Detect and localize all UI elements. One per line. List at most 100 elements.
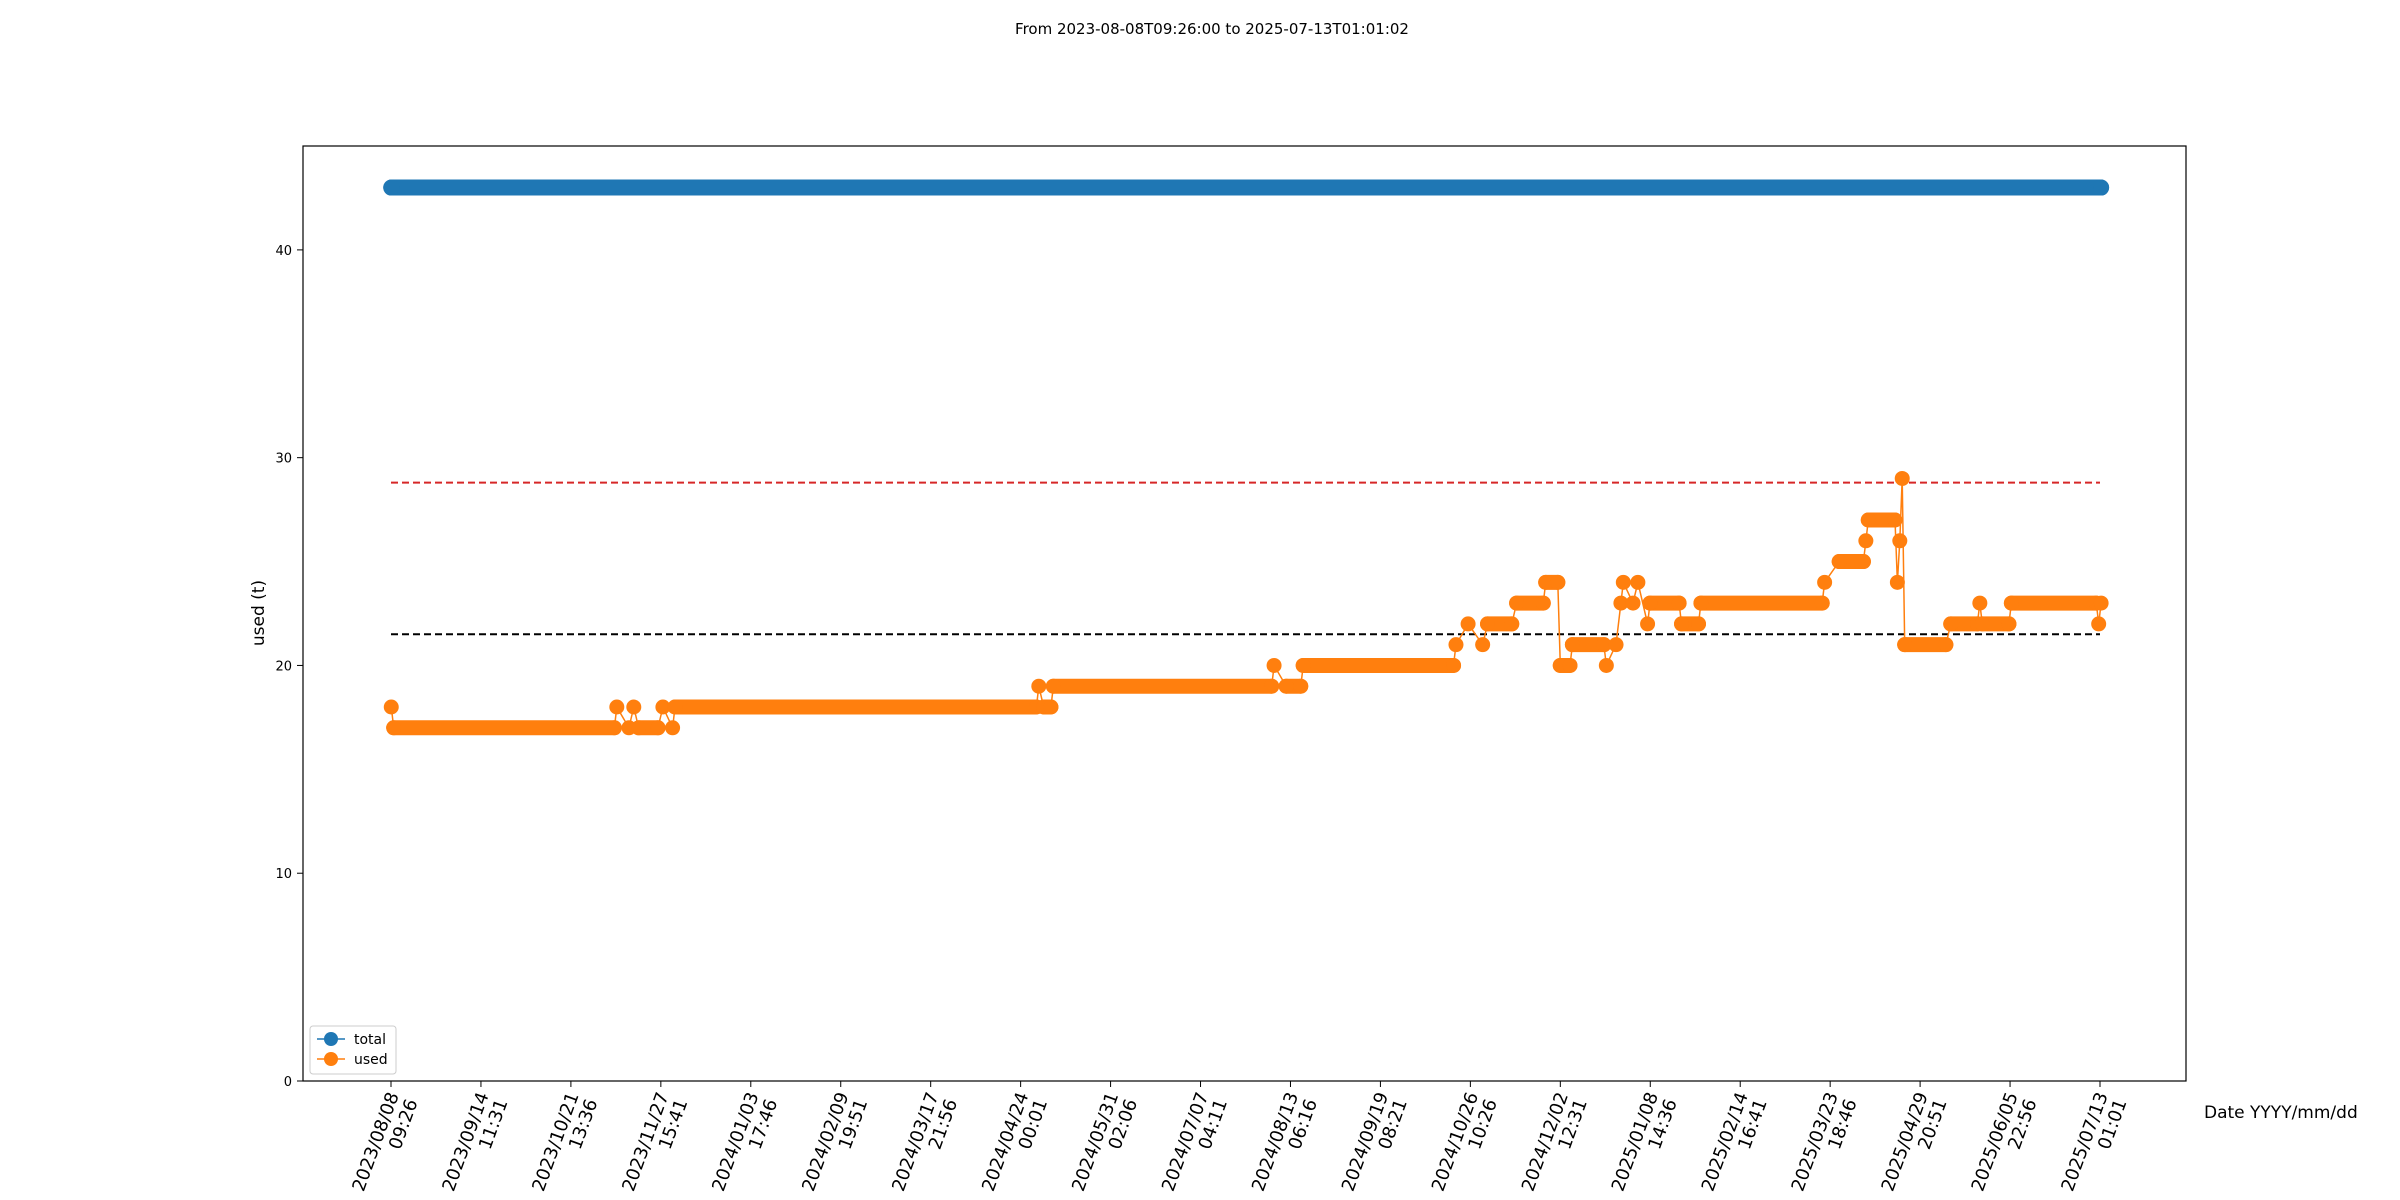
y-tick-label: 20 bbox=[275, 659, 292, 674]
data-point bbox=[1480, 616, 1496, 632]
data-point bbox=[1613, 595, 1629, 611]
x-tick-label: 2024/01/0317:46 bbox=[708, 1090, 782, 1200]
data-point bbox=[1972, 595, 1988, 611]
data-point bbox=[1264, 678, 1280, 694]
data-point bbox=[1598, 657, 1614, 673]
data-point bbox=[1538, 574, 1554, 590]
x-tick-label: 2024/07/0704:11 bbox=[1158, 1090, 1232, 1200]
data-point bbox=[1640, 616, 1656, 632]
x-tick-label: 2024/03/1721:56 bbox=[888, 1090, 962, 1200]
series-layer bbox=[383, 179, 2110, 736]
y-axis: 0 10 20 30 40 bbox=[275, 244, 303, 1090]
data-point bbox=[1887, 512, 1903, 528]
x-tick-label: 2023/08/0809:26 bbox=[348, 1090, 422, 1200]
data-point bbox=[609, 699, 625, 715]
data-point bbox=[1860, 512, 1876, 528]
data-point bbox=[1938, 637, 1954, 653]
data-point bbox=[1295, 657, 1311, 673]
x-tick-label: 2025/07/1301:01 bbox=[2057, 1090, 2131, 1200]
data-point bbox=[667, 699, 683, 715]
legend-marker bbox=[324, 1032, 338, 1046]
x-tick-label: 2024/08/1306:16 bbox=[1248, 1090, 1322, 1200]
y-tick-label: 0 bbox=[284, 1075, 292, 1090]
data-point bbox=[1814, 595, 1830, 611]
data-point bbox=[650, 720, 666, 736]
data-point bbox=[606, 720, 622, 736]
legend-marker bbox=[324, 1052, 338, 1066]
data-point bbox=[1642, 595, 1658, 611]
data-point bbox=[1625, 595, 1641, 611]
x-tick-label: 2025/06/0522:56 bbox=[1968, 1090, 2042, 1200]
data-point bbox=[2001, 616, 2017, 632]
data-point bbox=[383, 179, 400, 196]
data-point bbox=[1831, 554, 1847, 570]
data-point bbox=[1043, 699, 1059, 715]
data-point bbox=[1266, 657, 1282, 673]
data-point bbox=[1897, 637, 1913, 653]
data-point bbox=[1630, 574, 1646, 590]
x-tick-label: 2023/10/2113:36 bbox=[528, 1090, 602, 1200]
data-point bbox=[2091, 616, 2107, 632]
data-point bbox=[1974, 616, 1990, 632]
series-used bbox=[383, 470, 2109, 736]
data-point bbox=[1615, 574, 1631, 590]
data-point bbox=[1608, 637, 1624, 653]
data-point bbox=[1550, 574, 1566, 590]
data-point bbox=[1894, 470, 1910, 486]
data-point bbox=[655, 699, 671, 715]
data-point bbox=[665, 720, 681, 736]
data-point bbox=[1564, 637, 1580, 653]
plot-area bbox=[302, 145, 2187, 1082]
data-point bbox=[1858, 533, 1874, 549]
data-point bbox=[1448, 637, 1464, 653]
x-tick-label: 2024/05/3102:06 bbox=[1068, 1090, 1142, 1200]
data-point bbox=[1817, 574, 1833, 590]
data-point bbox=[1460, 616, 1476, 632]
x-tick-label: 2025/03/2318:46 bbox=[1788, 1090, 1862, 1200]
series-total bbox=[383, 179, 2110, 196]
data-point bbox=[1889, 574, 1905, 590]
data-point bbox=[1693, 595, 1709, 611]
data-point bbox=[1892, 533, 1908, 549]
x-tick-label: 2025/04/2920:51 bbox=[1878, 1090, 1952, 1200]
x-tick-label: 2025/01/0814:36 bbox=[1608, 1090, 1682, 1200]
data-point bbox=[1562, 657, 1578, 673]
data-point bbox=[1293, 678, 1309, 694]
x-tick-label: 2024/12/0212:31 bbox=[1518, 1090, 1592, 1200]
data-point bbox=[1596, 637, 1612, 653]
data-point bbox=[1278, 678, 1294, 694]
legend-label: used bbox=[354, 1052, 388, 1068]
data-point bbox=[1535, 595, 1551, 611]
data-point bbox=[2003, 595, 2019, 611]
data-point bbox=[1475, 637, 1491, 653]
data-point bbox=[1691, 616, 1707, 632]
x-tick-label: 2023/11/2715:41 bbox=[618, 1090, 692, 1200]
data-point bbox=[631, 720, 647, 736]
data-point bbox=[1509, 595, 1525, 611]
legend: total used bbox=[309, 1025, 397, 1075]
data-point bbox=[1045, 678, 1061, 694]
data-point bbox=[2093, 595, 2109, 611]
y-axis-label: used (t) bbox=[249, 580, 269, 646]
x-tick-label: 2025/02/1416:41 bbox=[1698, 1090, 1772, 1200]
data-point bbox=[1671, 595, 1687, 611]
y-tick-label: 10 bbox=[275, 867, 292, 882]
data-point bbox=[1674, 616, 1690, 632]
data-point bbox=[386, 720, 402, 736]
x-axis: 2023/08/0809:26 2023/09/1411:31 2023/10/21… bbox=[348, 1081, 2131, 1200]
data-point bbox=[2093, 179, 2110, 196]
x-tick-label: 2024/10/2610:26 bbox=[1428, 1090, 1502, 1200]
x-tick-label: 2023/09/1411:31 bbox=[438, 1090, 512, 1200]
legend-label: total bbox=[354, 1032, 386, 1048]
data-point bbox=[1504, 616, 1520, 632]
reference-lines bbox=[391, 481, 2100, 636]
x-tick-label: 2024/04/2400:01 bbox=[978, 1090, 1052, 1200]
chart-title: From 2023-08-08T09:26:00 to 2025-07-13T0… bbox=[1015, 20, 1409, 38]
data-point bbox=[1943, 616, 1959, 632]
data-point bbox=[626, 699, 642, 715]
y-tick-label: 30 bbox=[275, 452, 292, 467]
x-axis-label: Date YYYY/mm/dd bbox=[2204, 1103, 2358, 1123]
x-tick-label: 2024/09/1908:21 bbox=[1338, 1090, 1412, 1200]
data-point bbox=[1031, 678, 1047, 694]
